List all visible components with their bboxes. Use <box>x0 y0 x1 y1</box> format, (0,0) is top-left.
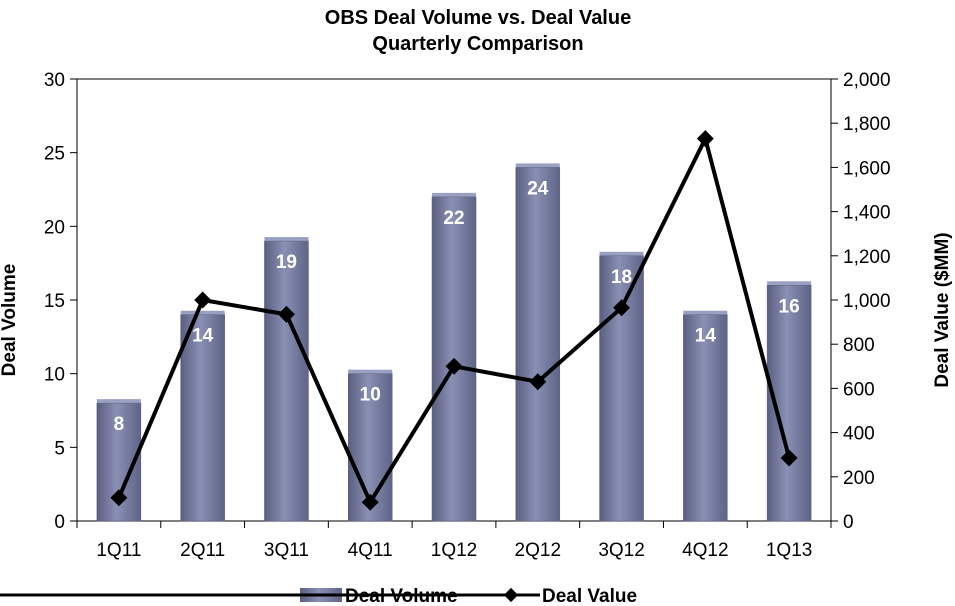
bars-layer: 8 14 19 10 22 24 18 14 16 <box>96 163 812 522</box>
bar-top-1Q12 <box>432 192 476 197</box>
bar-label-1Q12: 22 <box>443 208 464 229</box>
y-axis-title: Deal Volume <box>0 264 20 377</box>
y2-tick-label: 1,000 <box>843 291 891 312</box>
legend-marker <box>503 587 519 603</box>
bar-label-1Q13: 16 <box>779 296 800 317</box>
x-tick-label-4Q11: 4Q11 <box>348 540 393 561</box>
y2-tick-label: 200 <box>843 468 875 489</box>
deal-value-point-2Q12 <box>529 373 547 391</box>
x-tick-label-2Q11: 2Q11 <box>180 540 225 561</box>
y2-tick-label: 400 <box>843 424 875 445</box>
x-tick-label-1Q12: 1Q12 <box>431 540 477 561</box>
x-tick-label-1Q13: 1Q13 <box>766 540 812 561</box>
y2-axis-title: Deal Value ($MM) <box>932 232 953 387</box>
x-tick-label-4Q12: 4Q12 <box>682 540 728 561</box>
x-tick-label-2Q12: 2Q12 <box>515 540 561 561</box>
y-tick-label: 20 <box>44 217 65 238</box>
bar-4Q12 <box>683 314 728 522</box>
deal-value-point-1Q12 <box>445 357 463 375</box>
y2-tick-label: 1,400 <box>843 203 891 224</box>
deal-value-point-3Q12 <box>613 299 631 317</box>
bar-top-3Q11 <box>264 237 309 242</box>
bar-top-3Q12 <box>599 251 644 256</box>
bar-label-4Q12: 14 <box>695 326 717 347</box>
legend-label-value: Deal Value <box>542 586 637 606</box>
bar-2Q11 <box>180 314 225 522</box>
bar-3Q11 <box>264 240 309 522</box>
deal-value-point-4Q11 <box>361 493 379 511</box>
bar-top-4Q11 <box>348 369 393 374</box>
y2-tick-label: 800 <box>843 335 875 356</box>
bar-2Q12 <box>515 167 561 522</box>
deal-value-point-1Q13 <box>780 449 798 467</box>
y-tick-label: 10 <box>44 365 65 386</box>
bar-top-2Q11 <box>180 310 225 315</box>
line-layer <box>110 130 798 511</box>
deal-value-point-1Q11 <box>110 489 128 507</box>
bar-top-1Q11 <box>96 399 141 404</box>
y-axis-right: 0 200 400 600 800 1,000 1,200 1,400 1,600 1,800 2,… <box>831 70 891 533</box>
bar-label-2Q11: 14 <box>192 326 214 347</box>
x-tick-label-3Q11: 3Q11 <box>264 540 309 561</box>
chart-subtitle: Quarterly Comparison <box>372 33 583 55</box>
bar-label-4Q11: 10 <box>360 385 381 406</box>
y-axis-left: 0 5 10 15 20 25 30 <box>44 70 77 533</box>
y-tick-label: 5 <box>54 438 65 459</box>
y-tick-label: 25 <box>44 144 65 165</box>
bar-top-1Q13 <box>767 281 812 286</box>
bar-3Q12 <box>599 255 644 522</box>
y-tick-label: 30 <box>44 70 65 91</box>
bar-label-2Q12: 24 <box>527 178 549 199</box>
y2-tick-label: 0 <box>843 512 854 533</box>
legend: Deal Volume Deal Value <box>0 586 637 606</box>
y-tick-label: 0 <box>54 512 65 533</box>
bar-top-4Q12 <box>683 310 728 315</box>
y2-tick-label: 600 <box>843 379 875 400</box>
y2-tick-label: 2,000 <box>843 70 891 91</box>
deal-value-point-4Q12 <box>696 130 714 148</box>
deal-value-point-3Q11 <box>277 305 295 323</box>
y-tick-label: 15 <box>44 291 65 312</box>
bar-top-2Q12 <box>515 163 560 168</box>
x-axis: 1Q11 2Q11 3Q11 4Q11 1Q12 2Q12 3Q12 4Q12 1Q13 <box>76 521 832 561</box>
bar-label-3Q11: 19 <box>276 252 297 273</box>
chart-title: OBS Deal Volume vs. Deal Value <box>325 7 631 29</box>
y2-tick-label: 1,600 <box>843 158 891 179</box>
x-tick-label-3Q12: 3Q12 <box>598 540 644 561</box>
bar-label-1Q11: 8 <box>114 414 125 435</box>
bar-label-3Q12: 18 <box>611 267 632 288</box>
x-tick-label-1Q11: 1Q11 <box>96 540 141 561</box>
y2-tick-label: 1,800 <box>843 114 891 135</box>
deal-value-point-2Q11 <box>194 291 212 309</box>
y2-tick-label: 1,200 <box>843 247 891 268</box>
